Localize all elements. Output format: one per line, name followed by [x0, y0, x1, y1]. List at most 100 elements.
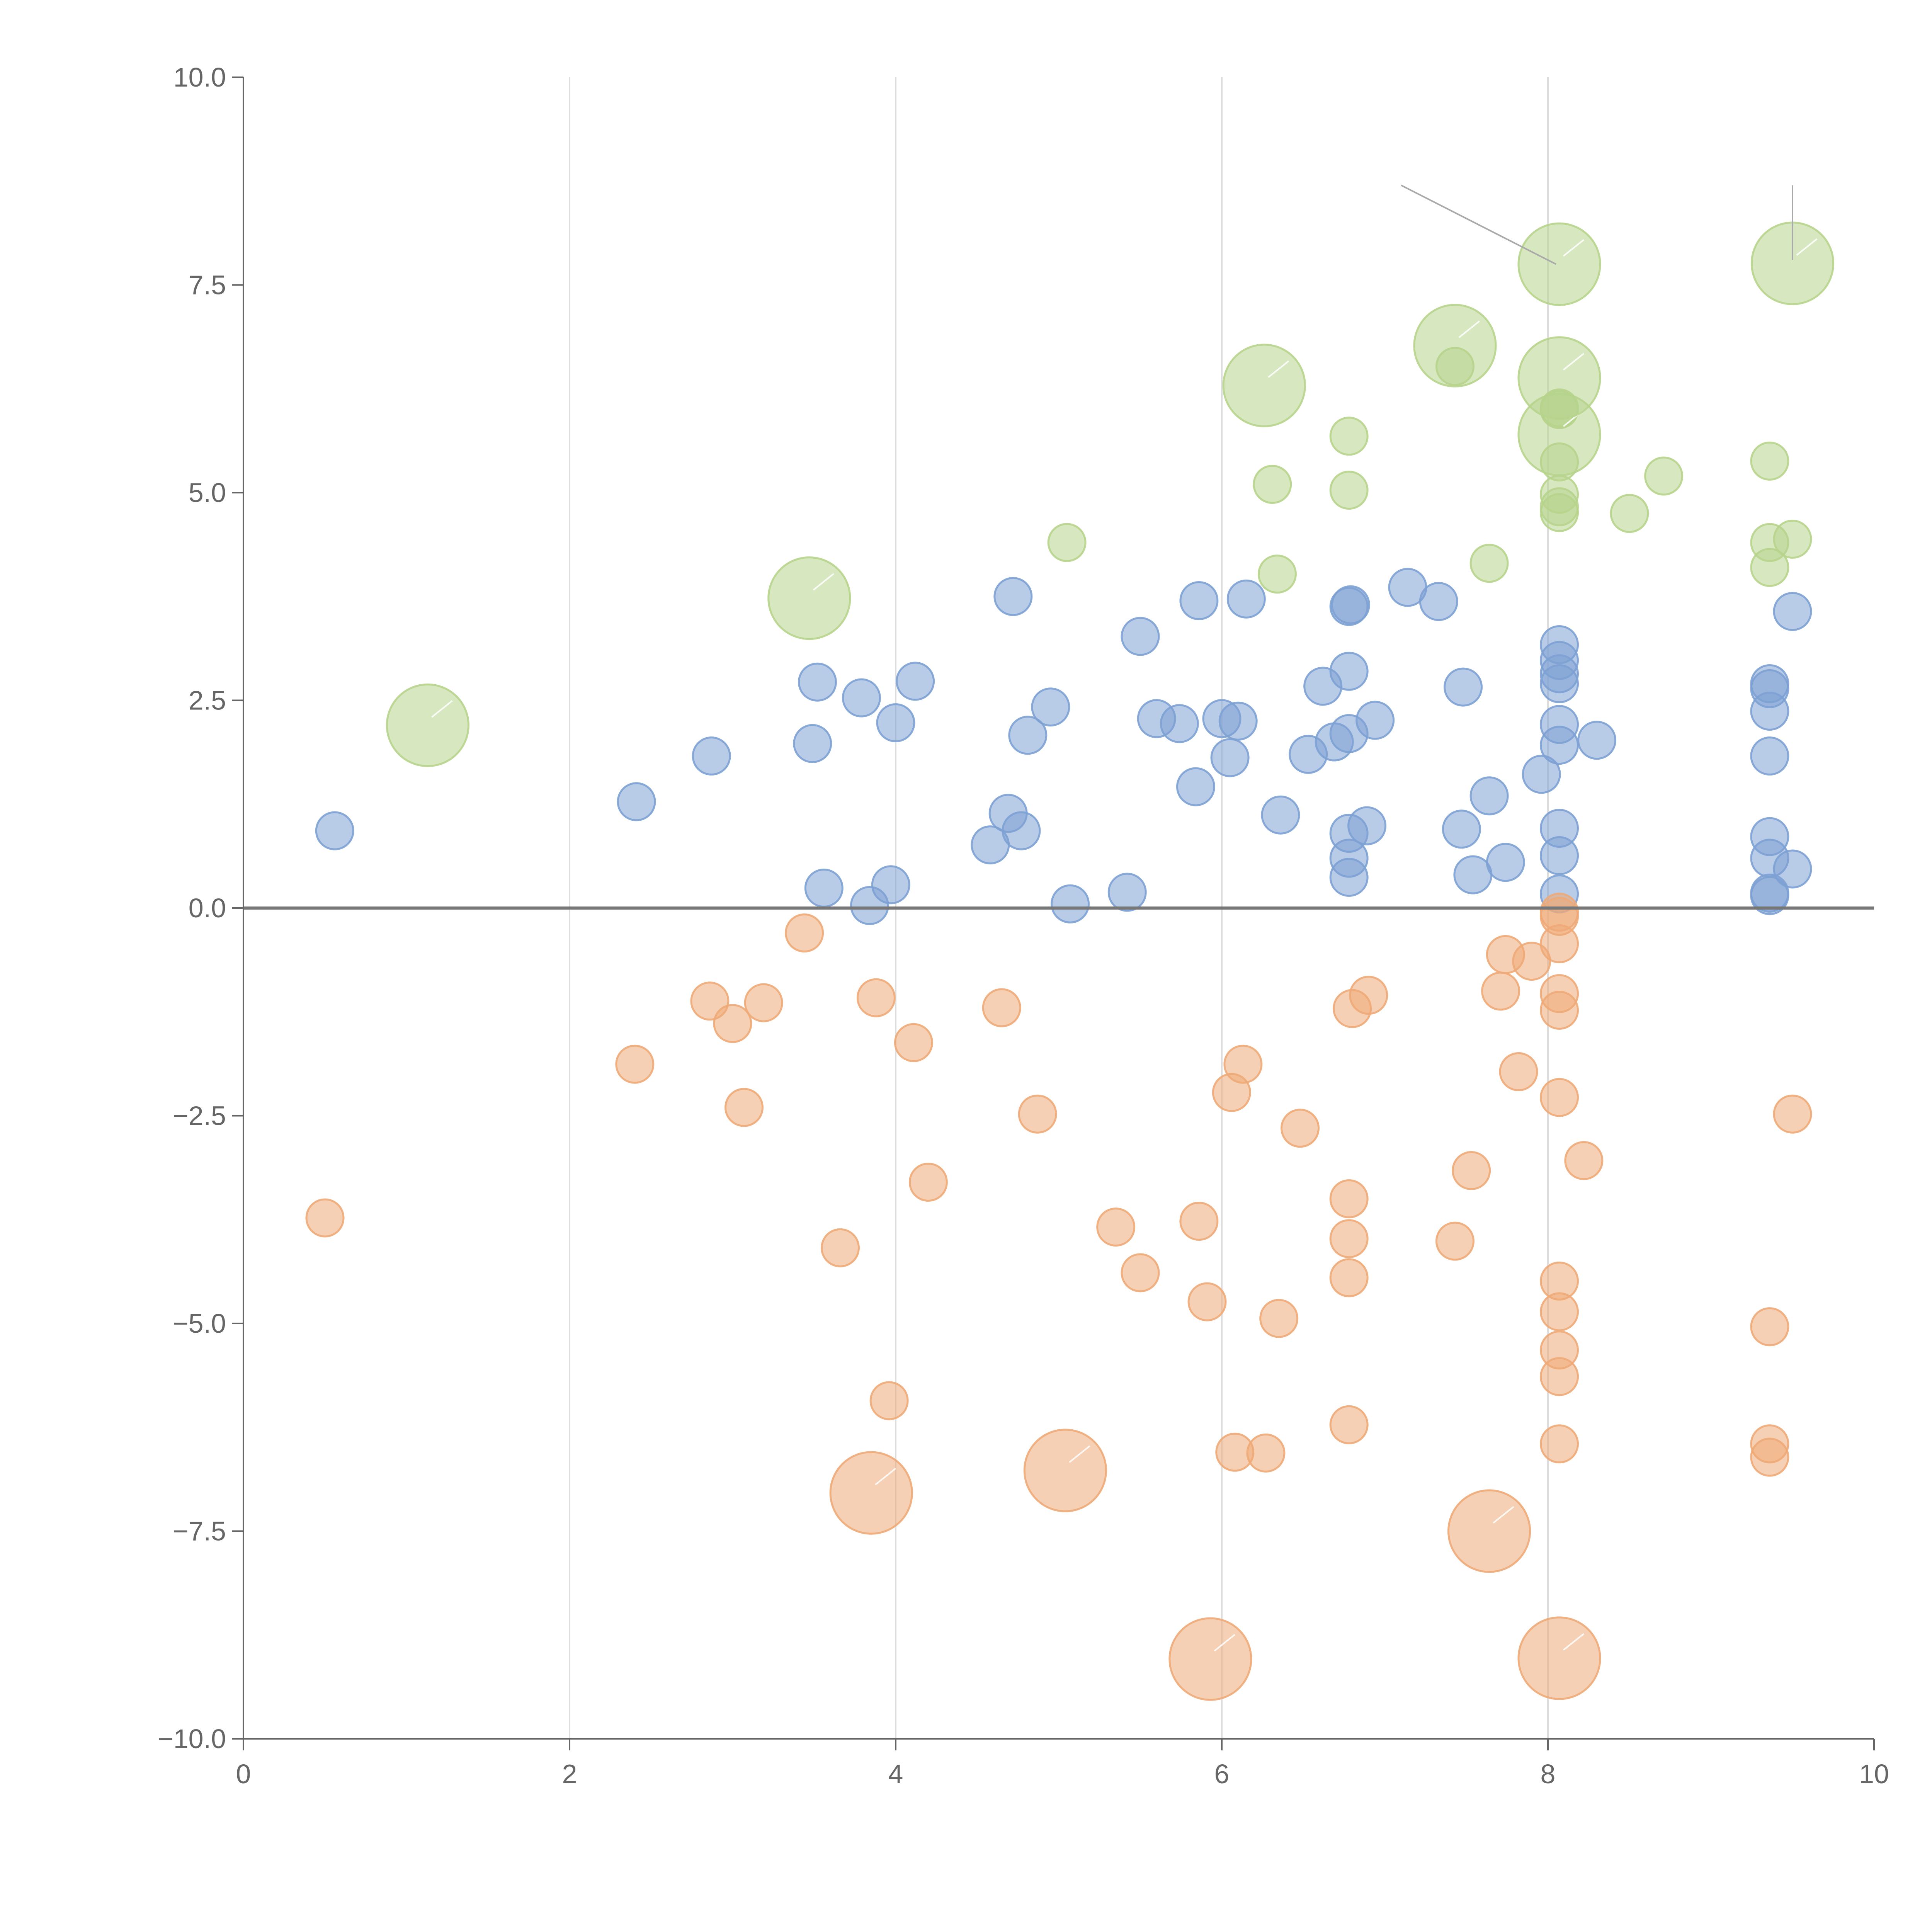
negative-point — [1223, 1044, 1263, 1084]
highlight-point-highlight — [813, 573, 834, 591]
positive-point — [842, 678, 881, 718]
negative-point — [894, 1023, 933, 1062]
negative-point — [724, 1088, 764, 1127]
axes: 10.0 7.5 5.0 2.5 0.0 −2.5 −5.0 −7.5 −10.0 0 2 4 6 8 10 — [158, 62, 1889, 1789]
highlight-point — [386, 683, 469, 767]
highlight-point-highlight — [1563, 353, 1585, 371]
negative-point — [1023, 1429, 1107, 1512]
positive-point — [896, 662, 935, 701]
negative-point — [1512, 942, 1551, 981]
negative-point — [1540, 1292, 1579, 1332]
negative-point — [785, 913, 824, 952]
negative-point — [829, 1451, 913, 1535]
negative-point — [1329, 1405, 1369, 1444]
positive-point — [1210, 738, 1250, 777]
negative-point — [1540, 1424, 1579, 1464]
highlight-point-highlight — [1563, 239, 1585, 257]
highlight-point-highlight — [1796, 238, 1818, 256]
negative-point — [1329, 1258, 1369, 1298]
y-tick-label: 5.0 — [189, 478, 226, 508]
negative-point — [1481, 971, 1520, 1011]
highlight-point — [1517, 222, 1601, 306]
negative-point — [1517, 1616, 1601, 1700]
negative-point — [1540, 1078, 1579, 1117]
negative-point — [856, 978, 896, 1017]
y-tick-label: 0.0 — [189, 893, 226, 923]
negative-point — [1499, 1052, 1538, 1092]
negative-point — [1259, 1299, 1299, 1338]
x-tick-label: 0 — [236, 1759, 251, 1789]
highlight-point — [1610, 494, 1649, 533]
highlight-point-highlight — [431, 700, 453, 718]
x-tick-label: 6 — [1214, 1759, 1230, 1789]
positive-point — [1442, 810, 1481, 849]
negative-point — [1750, 1307, 1789, 1347]
positive-point — [1773, 592, 1812, 631]
negative-point — [1349, 976, 1388, 1015]
y-tick-label: −2.5 — [173, 1101, 226, 1131]
positive-point — [1750, 664, 1789, 703]
negative-point — [1773, 1094, 1812, 1134]
positive-point — [1750, 817, 1789, 856]
negative-point — [1018, 1094, 1057, 1134]
positive-point — [1540, 705, 1579, 744]
negative-point — [1435, 1221, 1475, 1261]
highlight-point — [1773, 519, 1812, 559]
highlight-point — [1517, 336, 1601, 420]
positive-point — [1008, 716, 1048, 755]
y-tick-label: −5.0 — [173, 1308, 226, 1338]
positive-point — [1444, 667, 1483, 707]
y-tick-label: 2.5 — [189, 685, 226, 716]
negative-point — [869, 1381, 909, 1420]
positive-point — [692, 736, 731, 776]
positive-point — [1419, 582, 1458, 621]
negative-point — [1750, 1437, 1789, 1477]
positive-point — [1179, 581, 1219, 620]
negative-point-highlight — [1214, 1634, 1236, 1652]
negative-point — [1564, 1141, 1604, 1180]
positive-point — [1469, 776, 1509, 816]
y-tick-label: −10.0 — [158, 1724, 226, 1754]
x-tick-label: 2 — [562, 1759, 577, 1789]
positive-point — [1773, 849, 1812, 889]
positive-point — [1522, 755, 1561, 794]
highlight-point — [1253, 465, 1292, 504]
x-tick-label: 4 — [888, 1759, 903, 1789]
negative-point — [1121, 1253, 1160, 1293]
positive-point — [993, 577, 1033, 616]
positive-point — [876, 703, 915, 743]
negative-point-highlight — [1563, 1633, 1585, 1651]
negative-point — [1179, 1202, 1219, 1241]
positive-point — [1453, 855, 1493, 895]
positive-point — [1261, 795, 1300, 835]
positive-point — [617, 782, 656, 821]
negative-point — [1096, 1208, 1136, 1247]
y-tick-label: 10.0 — [173, 62, 226, 92]
negative-point — [1452, 1151, 1491, 1190]
y-tick-label: 7.5 — [189, 270, 226, 300]
annotation-leader-line — [1401, 184, 1557, 265]
positive-point — [1540, 809, 1579, 848]
negative-point — [615, 1044, 655, 1084]
x-tick-label: 10 — [1859, 1759, 1889, 1789]
negative-point — [1168, 1617, 1252, 1701]
positive-point — [1031, 687, 1070, 727]
annotations — [1401, 184, 1793, 265]
data-points — [305, 221, 1835, 1701]
y-tick-label: −7.5 — [173, 1516, 226, 1546]
negative-point — [1329, 1179, 1369, 1218]
negative-point — [1540, 990, 1579, 1030]
highlight-point — [1329, 417, 1369, 456]
positive-point — [1540, 625, 1579, 664]
positive-point — [1160, 704, 1199, 743]
positive-point — [1107, 872, 1147, 912]
negative-point — [744, 983, 783, 1022]
highlight-point — [1750, 441, 1789, 481]
negative-point — [1540, 924, 1579, 963]
positive-point — [1218, 701, 1258, 741]
negative-point — [1329, 1219, 1369, 1259]
positive-point — [1750, 736, 1789, 776]
negative-point — [1447, 1489, 1531, 1573]
